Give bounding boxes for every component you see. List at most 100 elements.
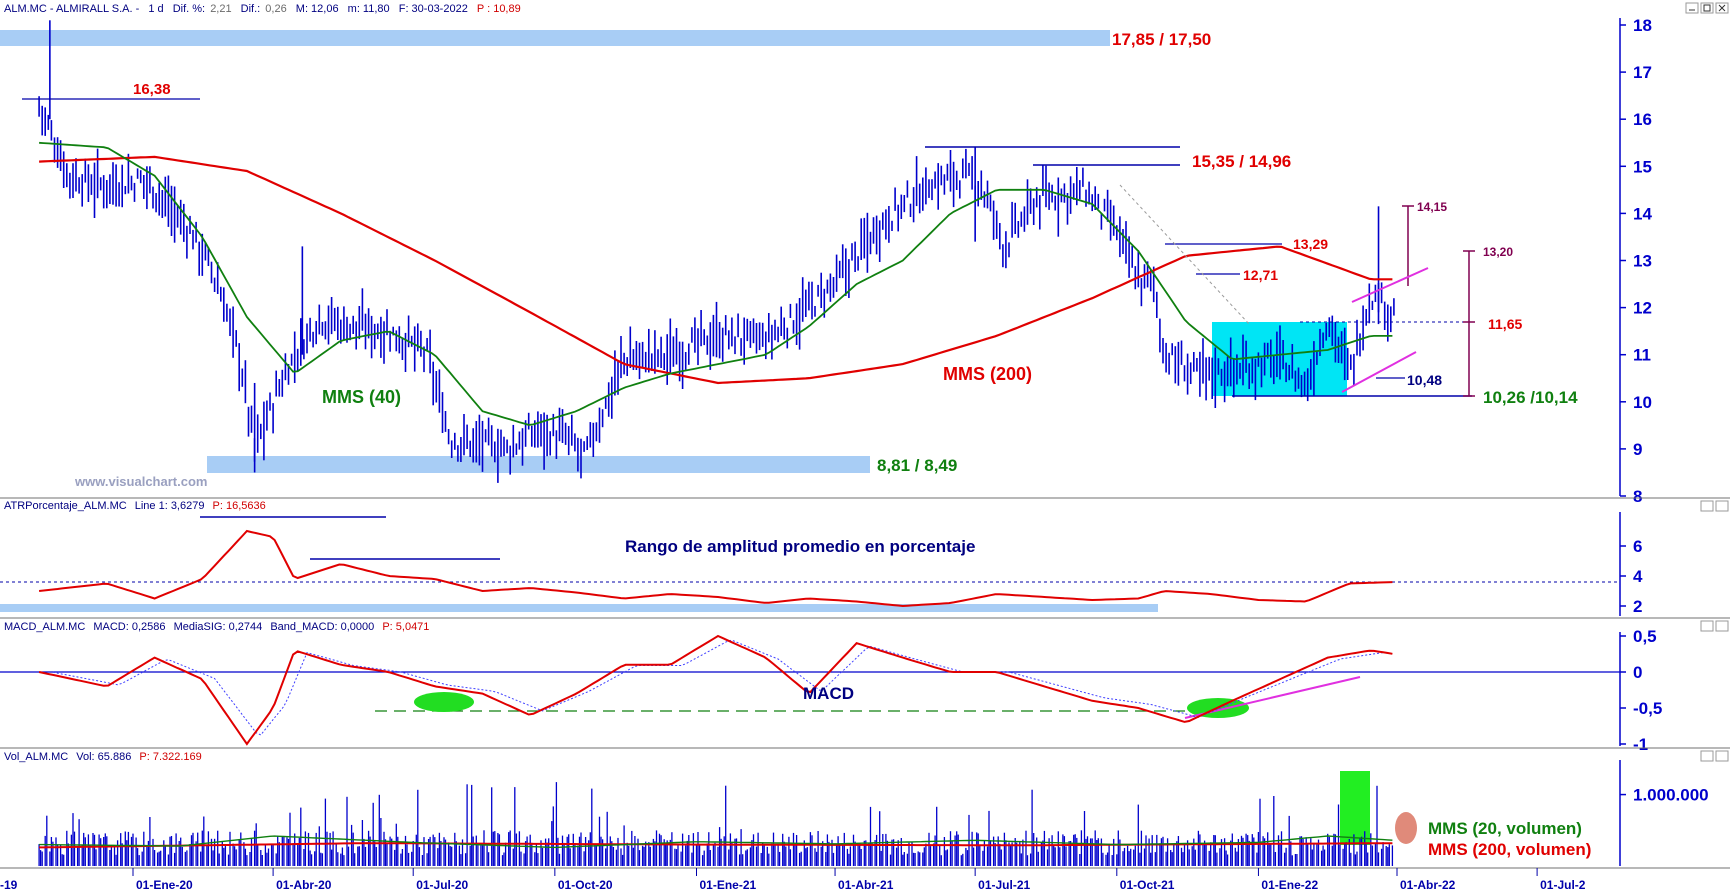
minimize-button[interactable] xyxy=(1685,2,1699,14)
date-axis[interactable]: -19 01-Ene-20 01-Abr-20 01-Jul-20 01-Oct-20 0… xyxy=(0,867,1730,892)
date-tick-label: 01-Abr-21 xyxy=(838,878,894,892)
volume-close-button[interactable] xyxy=(1715,750,1729,762)
atr-tick-label: 2 xyxy=(1633,597,1642,616)
date-tick-label: 01-Abr-20 xyxy=(276,878,332,892)
volume-highlight-rect xyxy=(1340,771,1370,845)
atr-line xyxy=(38,529,1393,608)
date-tick-label: 01-Jul-21 xyxy=(978,878,1030,892)
macd-tick-label: -0,5 xyxy=(1633,699,1662,718)
volume-legend-mms20: MMS (20, volumen) xyxy=(1428,819,1582,838)
watermark: www.visualchart.com xyxy=(74,474,207,489)
volume-panel-header: Vol_ALM.MC Vol: 65.886 P: 7.322.169 xyxy=(4,751,202,763)
macd-value-label: MACD: 0,2586 xyxy=(93,621,165,633)
date-tick-label: 01-Jul-2 xyxy=(1540,878,1586,892)
price-tick-label: 10 xyxy=(1633,393,1652,412)
price-tick-label: 18 xyxy=(1633,16,1652,35)
macd-restore-button[interactable] xyxy=(1700,620,1714,632)
price-label: P : 10,89 xyxy=(477,3,521,15)
zone-8-81 xyxy=(207,456,870,473)
close-icon xyxy=(1718,4,1726,12)
dif-pct-value: 2,21 xyxy=(210,3,231,15)
atr-tick-label: 4 xyxy=(1633,567,1643,586)
price-panel-header: ALM.MC - ALMIRALL S.A. - 1 d Dif. %: 2,2… xyxy=(4,3,521,15)
annotation-zone-15-35: 15,35 / 14,96 xyxy=(1192,152,1291,171)
channel-lower-line xyxy=(1341,351,1417,393)
macd-line xyxy=(38,634,1393,746)
volume-title: Vol_ALM.MC xyxy=(4,751,68,763)
annotation-13-29: 13,29 xyxy=(1293,236,1328,252)
atr-panel[interactable]: ATRPorcentaje_ALM.MC Line 1: 3,6279 P: 1… xyxy=(0,497,1730,616)
price-tick-label: 17 xyxy=(1633,63,1652,82)
date-tick-label: 01-Ene-20 xyxy=(136,878,193,892)
date-tick-label: 01-Ene-21 xyxy=(699,878,756,892)
macd-annotation: MACD xyxy=(803,684,854,703)
period-label: 1 d xyxy=(148,3,163,15)
volume-mms20-line xyxy=(39,835,1393,849)
atr-close-button[interactable] xyxy=(1715,500,1729,512)
price-tick-label: 14 xyxy=(1633,204,1652,223)
mms200-line xyxy=(39,155,1393,385)
atr-line-label: Line 1: 3,6279 xyxy=(135,500,205,512)
macd-tick-label: -1 xyxy=(1633,735,1648,754)
date-tick-label: 01-Ene-22 xyxy=(1261,878,1318,892)
price-tick-label: 13 xyxy=(1633,252,1652,271)
price-tick-label: 12 xyxy=(1633,299,1652,318)
volume-restore-button[interactable] xyxy=(1700,750,1714,762)
date-tick-label: 01-Jul-20 xyxy=(416,878,468,892)
price-tick-label: 15 xyxy=(1633,157,1652,176)
price-tick-label: 9 xyxy=(1633,440,1642,459)
price-bars xyxy=(38,20,1395,483)
trend-dashed-line xyxy=(1119,184,1251,326)
macd-signal-line xyxy=(52,639,1393,736)
macd-tick-label: 0,5 xyxy=(1633,627,1657,646)
macd-panel[interactable]: MACD_ALM.MC MACD: 0,2586 MediaSIG: 0,274… xyxy=(0,617,1730,754)
annotation-mms40: MMS (40) xyxy=(322,387,401,407)
restore-icon xyxy=(1703,4,1711,12)
annotation-zone-10-26: 10,26 /10,14 xyxy=(1483,388,1578,407)
atr-title: ATRPorcentaje_ALM.MC xyxy=(4,500,127,512)
annotation-mms200: MMS (200) xyxy=(943,364,1032,384)
annotation-12-71: 12,71 xyxy=(1243,267,1278,283)
price-tick-label: 8 xyxy=(1633,487,1642,506)
date-tick-label: 01-Abr-22 xyxy=(1400,878,1456,892)
atr-price-label: P: 16,5636 xyxy=(213,500,266,512)
window-controls[interactable] xyxy=(1685,2,1729,762)
volume-legend-mms200: MMS (200, volumen) xyxy=(1428,840,1591,859)
atr-tick-label: 6 xyxy=(1633,537,1642,556)
macd-close-button[interactable] xyxy=(1715,620,1729,632)
min-label: m: 11,80 xyxy=(348,3,390,15)
macd-signal-label: MediaSIG: 0,2744 xyxy=(174,621,263,633)
annotation-14-15: 14,15 xyxy=(1417,200,1447,214)
macd-trend-line xyxy=(1184,676,1361,719)
mms40-line xyxy=(39,141,1393,426)
macd-band-label: Band_MACD: 0,0000 xyxy=(270,621,374,633)
annotation-16-38: 16,38 xyxy=(133,81,171,98)
macd-panel-header: MACD_ALM.MC MACD: 0,2586 MediaSIG: 0,274… xyxy=(4,621,429,633)
macd-price-label: P: 5,0471 xyxy=(382,621,429,633)
dif-pct-label: Dif. %: xyxy=(173,3,205,15)
volume-panel[interactable]: Vol_ALM.MC Vol: 65.886 P: 7.322.169 MMS … xyxy=(0,747,1730,866)
restore-button[interactable] xyxy=(1700,2,1714,14)
annotation-zone-high: 17,85 / 17,50 xyxy=(1112,30,1211,49)
price-tick-label: 16 xyxy=(1633,110,1652,129)
atr-restore-button[interactable] xyxy=(1700,500,1714,512)
volume-bars xyxy=(38,782,1394,866)
atr-panel-header: ATRPorcentaje_ALM.MC Line 1: 3,6279 P: 1… xyxy=(4,500,266,512)
symbol-label: ALM.MC - ALMIRALL S.A. - xyxy=(4,3,140,15)
volume-tick-label: 1.000.000 xyxy=(1633,786,1709,805)
volume-highlight-ellipse xyxy=(1395,812,1417,844)
date-label: F: 30-03-2022 xyxy=(399,3,468,15)
volume-price-label: P: 7.322.169 xyxy=(139,751,201,763)
price-axis[interactable]: 18 17 16 15 14 13 12 11 10 9 8 xyxy=(1619,16,1652,506)
price-panel[interactable]: ALM.MC - ALMIRALL S.A. - 1 d Dif. %: 2,2… xyxy=(0,0,1620,496)
zone-17-85 xyxy=(0,30,1110,46)
date-tick-label: -19 xyxy=(0,878,18,892)
atr-zone-bar xyxy=(0,604,1158,612)
dif-label: Dif.: xyxy=(241,3,261,15)
macd-highlight-left xyxy=(414,692,474,712)
volume-value-label: Vol: 65.886 xyxy=(76,751,131,763)
macd-tick-label: 0 xyxy=(1633,663,1642,682)
annotation-13-20: 13,20 xyxy=(1483,245,1513,259)
dif-value: 0,26 xyxy=(265,3,286,15)
